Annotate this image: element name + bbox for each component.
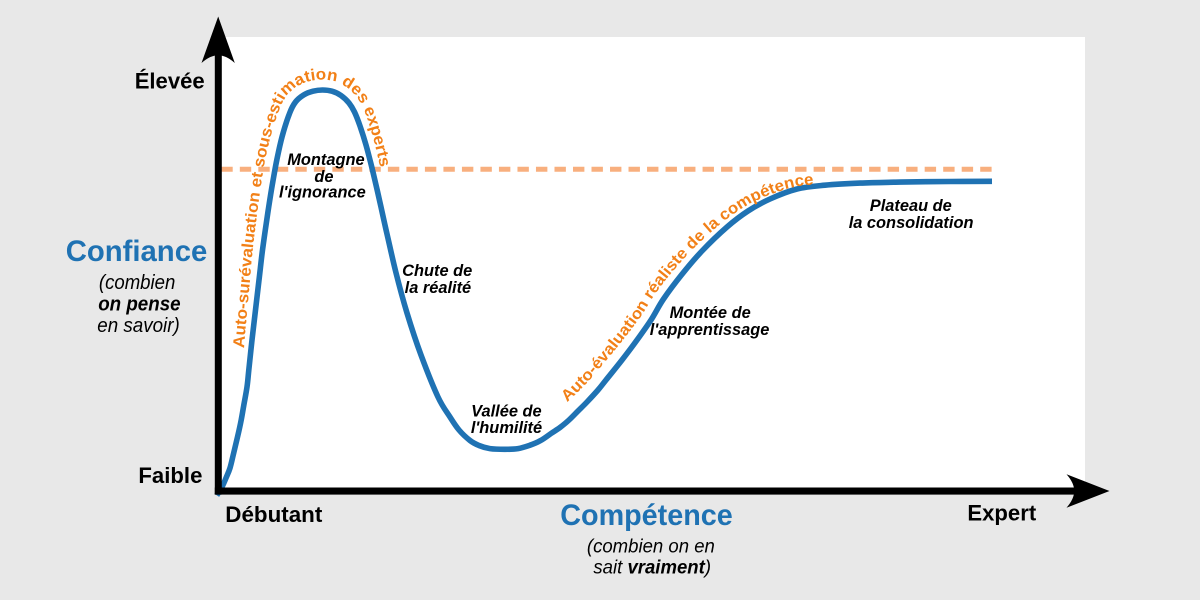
svg-text:l'ignorance: l'ignorance [279,184,366,202]
svg-text:Montagne: Montagne [287,151,364,169]
svg-text:la réalité: la réalité [405,279,472,297]
svg-text:Vallée de: Vallée de [471,403,541,421]
svg-text:Compétence: Compétence [560,500,733,532]
svg-text:l'humilité: l'humilité [471,419,542,437]
svg-text:de: de [314,168,333,186]
svg-text:Chute de: Chute de [402,262,472,280]
svg-text:l'apprentissage: l'apprentissage [650,321,770,339]
svg-text:Débutant: Débutant [225,502,323,527]
svg-text:(combien on en: (combien on en [587,536,715,558]
svg-text:Plateau de: Plateau de [870,197,952,215]
svg-text:Élevée: Élevée [135,68,205,93]
svg-text:Montée de: Montée de [670,304,751,322]
svg-text:Faible: Faible [138,463,202,488]
svg-text:on pense: on pense [98,294,180,316]
svg-text:(combien: (combien [99,272,175,294]
svg-text:en savoir): en savoir) [97,315,180,337]
svg-text:sait vraiment): sait vraiment) [593,557,711,579]
svg-text:la consolidation: la consolidation [849,214,974,232]
svg-text:Expert: Expert [967,501,1036,526]
svg-text:Confiance: Confiance [66,236,208,268]
